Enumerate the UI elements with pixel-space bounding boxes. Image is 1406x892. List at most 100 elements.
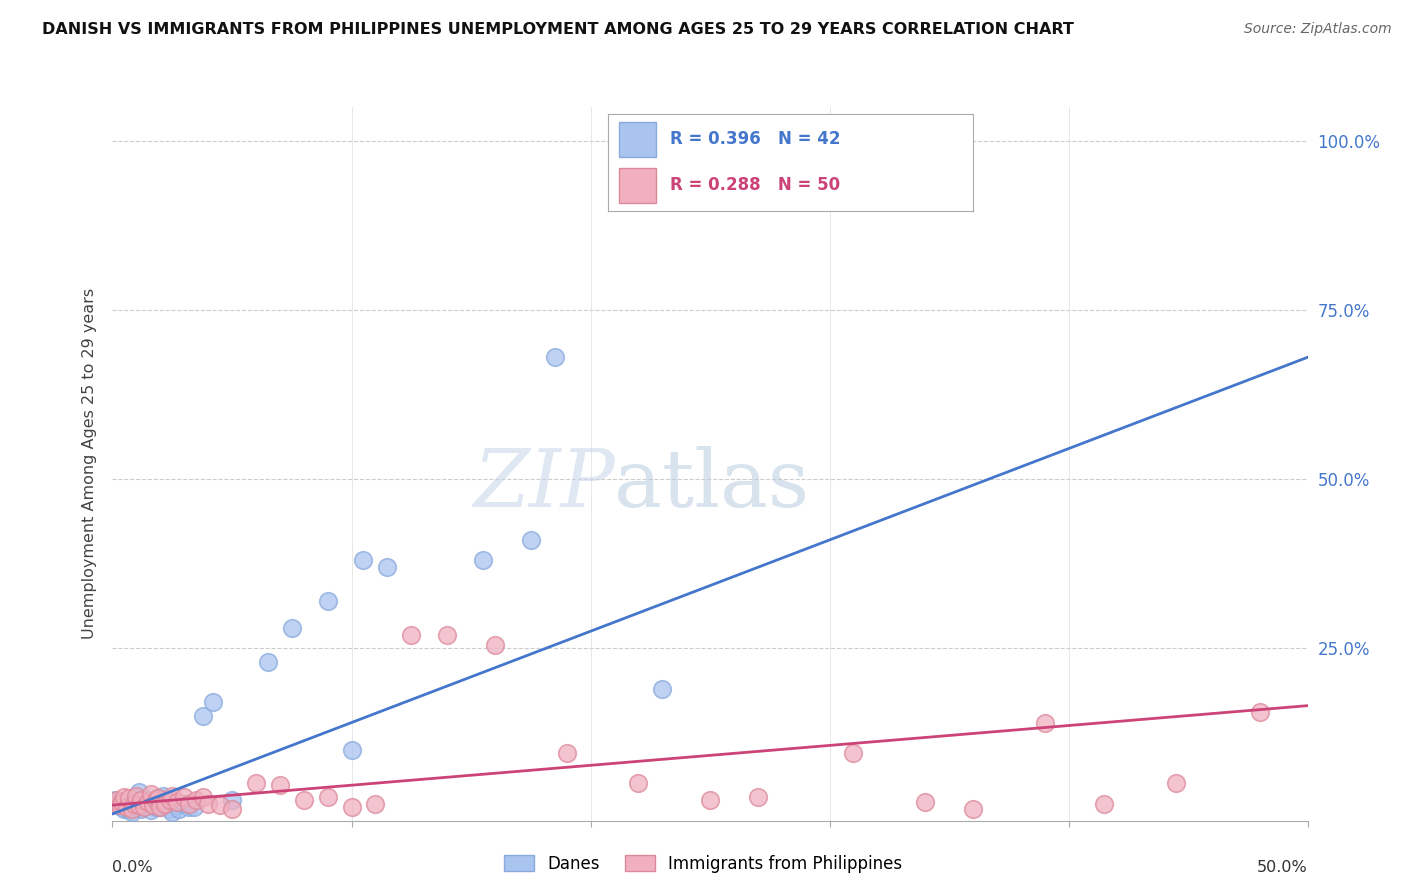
Point <box>114 789 135 804</box>
Point <box>153 798 176 813</box>
Point <box>105 793 128 807</box>
Point <box>132 800 155 814</box>
Point <box>1164 776 1187 790</box>
Point <box>1092 797 1115 811</box>
Point <box>128 798 150 813</box>
Point <box>183 800 205 814</box>
Point <box>377 560 399 574</box>
Point <box>520 533 543 547</box>
Point <box>401 627 423 641</box>
Point <box>162 805 183 819</box>
Legend: Danes, Immigrants from Philippines: Danes, Immigrants from Philippines <box>498 848 908 880</box>
Text: Source: ZipAtlas.com: Source: ZipAtlas.com <box>1244 22 1392 37</box>
Point <box>651 681 673 696</box>
Point <box>177 797 200 811</box>
Point <box>316 594 339 608</box>
Point <box>1033 715 1056 730</box>
Point <box>145 793 167 807</box>
Point <box>316 789 339 804</box>
Point <box>340 742 363 756</box>
Point <box>159 793 181 807</box>
Point <box>193 708 215 723</box>
Point <box>193 789 215 804</box>
Point <box>245 776 267 790</box>
Point <box>484 638 506 652</box>
Point <box>221 802 243 816</box>
Point <box>146 791 169 805</box>
Point <box>747 789 769 804</box>
Point <box>555 746 578 760</box>
Point <box>173 789 195 804</box>
Point <box>842 746 865 760</box>
Point <box>138 796 160 810</box>
Point <box>162 789 183 803</box>
Point <box>221 793 243 807</box>
Point <box>166 796 188 810</box>
Point <box>142 798 165 813</box>
Point <box>166 798 188 813</box>
Point <box>138 793 160 807</box>
Point <box>186 793 208 807</box>
Point <box>153 797 176 811</box>
Point <box>135 798 157 813</box>
Point <box>115 800 138 814</box>
Point <box>257 655 280 669</box>
Point <box>145 800 167 814</box>
Point <box>118 791 141 805</box>
Point <box>159 802 181 816</box>
Point <box>105 798 128 813</box>
Point <box>129 793 152 807</box>
Point <box>114 802 135 816</box>
Point <box>292 793 315 807</box>
Point <box>208 798 231 813</box>
Point <box>125 789 148 803</box>
Point <box>169 802 191 816</box>
Point <box>122 797 145 811</box>
Point <box>121 802 143 816</box>
Point <box>269 778 291 792</box>
Point <box>129 802 152 816</box>
Point <box>152 789 174 803</box>
Point <box>122 789 145 804</box>
Point <box>128 784 150 798</box>
Point <box>139 787 162 801</box>
Point <box>111 800 134 814</box>
Point <box>699 793 721 807</box>
Point <box>543 351 565 365</box>
Point <box>914 796 936 810</box>
Point <box>1249 706 1271 720</box>
Point <box>104 797 127 811</box>
Point <box>149 800 172 814</box>
Point <box>627 776 650 790</box>
Text: 0.0%: 0.0% <box>112 860 153 875</box>
Point <box>436 627 458 641</box>
Point <box>146 791 169 805</box>
Point <box>121 805 143 819</box>
Text: DANISH VS IMMIGRANTS FROM PHILIPPINES UNEMPLOYMENT AMONG AGES 25 TO 29 YEARS COR: DANISH VS IMMIGRANTS FROM PHILIPPINES UN… <box>42 22 1074 37</box>
Point <box>177 800 200 814</box>
Text: ZIP: ZIP <box>472 447 614 524</box>
Point <box>139 804 162 818</box>
Point <box>281 621 304 635</box>
Point <box>156 796 179 810</box>
Point <box>364 797 387 811</box>
Point <box>173 797 195 811</box>
Y-axis label: Unemployment Among Ages 25 to 29 years: Unemployment Among Ages 25 to 29 years <box>82 288 97 640</box>
Point <box>149 800 172 814</box>
Point <box>352 553 374 567</box>
Point <box>132 797 155 811</box>
Point <box>340 800 363 814</box>
Point <box>472 553 495 567</box>
Point <box>115 796 138 810</box>
Text: 50.0%: 50.0% <box>1257 860 1308 875</box>
Text: atlas: atlas <box>614 446 810 524</box>
Point <box>201 695 224 709</box>
Point <box>108 797 131 811</box>
Point <box>962 802 984 816</box>
Point <box>125 800 148 814</box>
Point <box>108 798 131 813</box>
Point <box>118 804 141 818</box>
Point <box>104 793 127 807</box>
Point <box>197 797 219 811</box>
Point <box>111 796 134 810</box>
